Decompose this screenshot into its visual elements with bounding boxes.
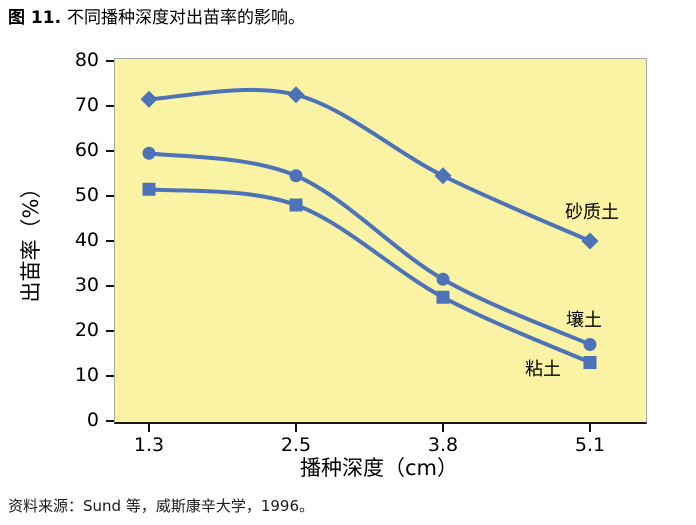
y-tick-mark [106,285,114,287]
x-tick-mark [442,424,444,432]
x-tick-mark [589,424,591,432]
diamond-marker [434,167,452,185]
figure-title: 图 11. 不同播种深度对出苗率的影响。 [8,6,305,30]
circle-marker [142,146,156,160]
y-tick-mark [106,195,114,197]
y-tick-mark [106,330,114,332]
y-tick-mark [106,375,114,377]
y-tick-mark [106,150,114,152]
series-line-circle [147,151,592,347]
x-tick-mark [295,424,297,432]
y-tick-label: 70 [74,94,99,117]
figure-number: 图 11. [8,8,62,28]
x-axis-label: 播种深度（cm） [299,456,459,480]
series-label-circle: 壤土 [566,309,602,331]
figure-caption: 不同播种深度对出苗率的影响。 [67,8,306,28]
circle-marker [436,272,450,286]
square-marker [583,356,597,369]
x-tick-label: 3.8 [427,434,459,456]
y-tick-mark [106,105,114,107]
y-tick-mark [106,420,114,422]
circle-marker [289,169,303,183]
circle-marker [583,338,597,351]
diamond-marker [287,86,305,104]
square-marker [289,198,303,212]
square-marker [436,290,450,304]
y-tick-label: 80 [74,49,99,72]
series-line-square [147,187,592,365]
y-tick-label: 60 [74,139,99,162]
y-tick-label: 0 [86,409,99,432]
y-tick-mark [106,60,114,62]
series-label-diamond: 砂质土 [565,202,619,223]
x-tick-label: 2.5 [280,434,312,456]
plot-area: 砂质土壤土粘土 0 10 20 30 40 50 60 70 80 1.3 2.5 3.8 5.1 [75,49,647,456]
y-tick-mark [106,240,114,242]
y-tick-label: 50 [74,184,99,207]
diamond-marker [581,232,599,250]
y-tick-label: 30 [74,274,99,297]
x-tick-label: 5.1 [574,434,606,456]
x-tick-mark [148,424,150,432]
x-tick-label: 1.3 [133,434,165,456]
y-tick-label: 10 [74,364,99,387]
line-chart [140,86,599,369]
y-tick-label: 20 [74,319,99,342]
y-axis-label: 出苗率（%） [19,177,43,303]
y-tick-label: 40 [74,229,99,252]
diamond-marker [140,90,158,108]
series-label-square: 粘土 [525,358,561,380]
square-marker [142,182,156,196]
series-line-diamond [147,87,592,243]
source-note: 资料来源：Sund 等，威斯康辛大学，1996。 [8,497,315,515]
